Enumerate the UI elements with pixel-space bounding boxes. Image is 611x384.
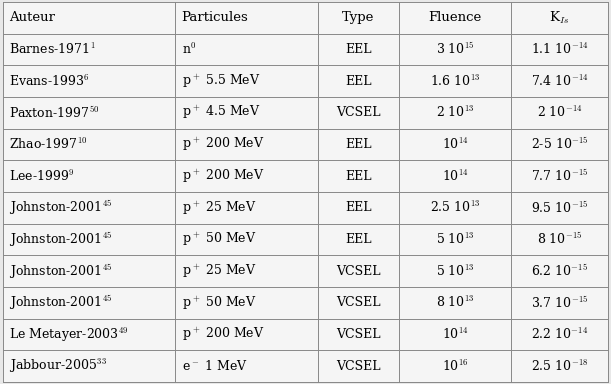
Text: 10$^{14}$: 10$^{14}$	[442, 169, 469, 184]
Text: n$^0$: n$^0$	[181, 42, 196, 57]
Text: p$^+$ 200 MeV: p$^+$ 200 MeV	[181, 326, 264, 343]
Text: Zhao-1997$^{ 10}$: Zhao-1997$^{ 10}$	[9, 137, 88, 152]
Text: Johnston-2001$^{45}$: Johnston-2001$^{45}$	[9, 230, 113, 249]
Text: p$^+$ 50 MeV: p$^+$ 50 MeV	[181, 294, 256, 311]
Text: p$^+$ 200 MeV: p$^+$ 200 MeV	[181, 136, 264, 153]
Bar	[3, 351, 608, 382]
Text: p$^+$ 4.5 MeV: p$^+$ 4.5 MeV	[181, 104, 260, 121]
Text: p$^+$ 50 MeV: p$^+$ 50 MeV	[181, 231, 256, 248]
Text: EEL: EEL	[345, 233, 371, 246]
Text: VCSEL: VCSEL	[336, 265, 381, 278]
Text: p$^+$ 200 MeV: p$^+$ 200 MeV	[181, 167, 264, 185]
Text: Evans-1993$^{ 6}$: Evans-1993$^{ 6}$	[9, 74, 90, 89]
Text: 6.2 10$^{-15}$: 6.2 10$^{-15}$	[531, 263, 588, 279]
Bar	[3, 65, 608, 97]
Bar	[3, 287, 608, 319]
Text: Jabbour-2005$^{ 33}$: Jabbour-2005$^{ 33}$	[9, 357, 107, 375]
Text: 10$^{14}$: 10$^{14}$	[442, 327, 469, 342]
Text: Barnes-1971$^{ 1}$: Barnes-1971$^{ 1}$	[9, 42, 96, 57]
Bar	[3, 129, 608, 161]
Text: VCSEL: VCSEL	[336, 106, 381, 119]
Text: 2.2 10$^{-14}$: 2.2 10$^{-14}$	[531, 327, 588, 342]
Text: Paxton-1997$^{ 50}$: Paxton-1997$^{ 50}$	[9, 105, 100, 121]
Text: Johnston-2001$^{45}$: Johnston-2001$^{45}$	[9, 199, 113, 217]
Text: VCSEL: VCSEL	[336, 296, 381, 310]
Text: 10$^{16}$: 10$^{16}$	[442, 359, 469, 374]
Text: EEL: EEL	[345, 201, 371, 214]
Text: 2 10$^{-14}$: 2 10$^{-14}$	[536, 105, 582, 120]
Text: 2 10$^{13}$: 2 10$^{13}$	[436, 105, 475, 120]
Text: 10$^{14}$: 10$^{14}$	[442, 137, 469, 152]
Text: e$^-$ 1 MeV: e$^-$ 1 MeV	[181, 359, 247, 373]
Text: 7.7 10$^{-15}$: 7.7 10$^{-15}$	[531, 168, 588, 184]
Text: 3.7 10$^{-15}$: 3.7 10$^{-15}$	[531, 295, 588, 311]
Text: 1.1 10$^{-14}$: 1.1 10$^{-14}$	[531, 42, 588, 57]
Text: K$_{Is}$: K$_{Is}$	[549, 10, 570, 26]
Text: EEL: EEL	[345, 43, 371, 56]
Bar	[3, 192, 608, 223]
Text: 1.6 10$^{13}$: 1.6 10$^{13}$	[430, 74, 480, 89]
Text: p$^+$ 25 MeV: p$^+$ 25 MeV	[181, 199, 256, 217]
Bar	[3, 97, 608, 129]
Text: Particules: Particules	[181, 11, 248, 24]
Text: 2.5 10$^{-18}$: 2.5 10$^{-18}$	[531, 359, 588, 374]
Text: 8 10$^{13}$: 8 10$^{13}$	[436, 295, 475, 310]
Text: 5 10$^{13}$: 5 10$^{13}$	[436, 232, 475, 247]
Text: Lee-1999$^{ 9}$: Lee-1999$^{ 9}$	[9, 169, 75, 184]
Text: 9.5 10$^{-15}$: 9.5 10$^{-15}$	[531, 200, 588, 216]
Text: Fluence: Fluence	[428, 11, 482, 24]
Bar	[3, 223, 608, 255]
Text: 3 10$^{15}$: 3 10$^{15}$	[436, 41, 475, 57]
Text: 2-5 10$^{-15}$: 2-5 10$^{-15}$	[531, 137, 588, 152]
Text: 5 10$^{13}$: 5 10$^{13}$	[436, 264, 475, 279]
Text: Johnston-2001$^{45}$: Johnston-2001$^{45}$	[9, 262, 113, 281]
Bar	[3, 34, 608, 65]
Text: EEL: EEL	[345, 138, 371, 151]
Text: Auteur: Auteur	[9, 11, 55, 24]
Text: Le Metayer-2003$^{ 49}$: Le Metayer-2003$^{ 49}$	[9, 326, 129, 344]
Bar	[3, 319, 608, 351]
Text: VCSEL: VCSEL	[336, 360, 381, 373]
Text: Johnston-2001$^{45}$: Johnston-2001$^{45}$	[9, 293, 113, 312]
Text: 8 10$^{-15}$: 8 10$^{-15}$	[537, 232, 582, 247]
Bar	[3, 255, 608, 287]
Bar	[3, 161, 608, 192]
Text: EEL: EEL	[345, 170, 371, 183]
Text: EEL: EEL	[345, 74, 371, 88]
Text: Type: Type	[342, 11, 375, 24]
Text: 7.4 10$^{-14}$: 7.4 10$^{-14}$	[531, 74, 588, 89]
Text: p$^+$ 25 MeV: p$^+$ 25 MeV	[181, 263, 256, 280]
Text: p$^+$ 5.5 MeV: p$^+$ 5.5 MeV	[181, 73, 260, 90]
Bar	[3, 2, 608, 34]
Text: VCSEL: VCSEL	[336, 328, 381, 341]
Text: 2.5 10$^{13}$: 2.5 10$^{13}$	[430, 200, 480, 215]
